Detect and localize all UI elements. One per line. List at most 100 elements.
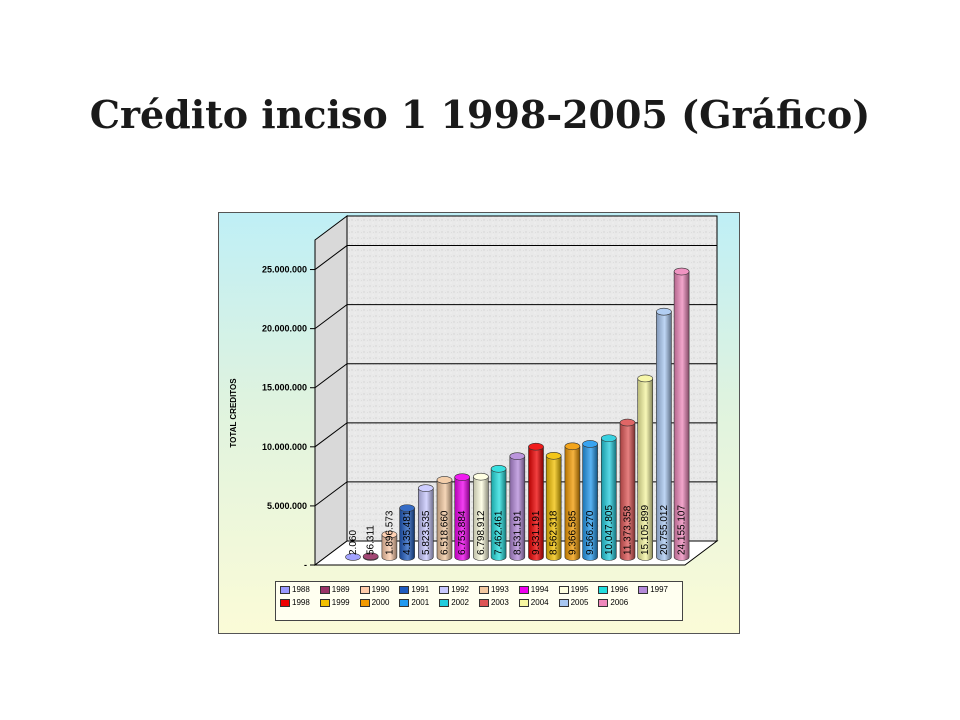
data-label-1991: 4.135.481 [402,510,413,555]
gridline [314,304,717,330]
legend-item-1995: 1995 [558,585,599,594]
legend-label: 1997 [650,585,668,594]
data-label-1994: 6.753.884 [457,510,468,555]
data-label-1999: 8.562.318 [549,510,560,555]
legend-label: 1994 [530,585,549,594]
bar-top [436,476,453,484]
bar-body [399,507,415,561]
legend-swatch [280,598,290,607]
bar-1996 [490,465,507,561]
legend-label: 2004 [530,598,549,607]
bar-top [619,418,636,427]
legend-item-1988: 1988 [280,585,320,594]
data-label-1997: 8.531.191 [512,510,523,555]
legend-swatch [359,585,370,594]
legend-swatch [439,598,450,607]
legend-label: 1988 [292,585,310,594]
legend-label: 1999 [331,598,350,607]
bar-body [619,422,636,561]
bar-body [545,455,562,561]
bar-2000 [564,442,581,561]
legend-label: 1998 [292,598,310,607]
bar-body [582,443,598,561]
legend-swatch [399,585,410,594]
legend-label: 1991 [411,585,430,594]
bar-2004 [637,374,654,561]
legend-item-2004: 2004 [518,598,559,607]
bar-body [564,446,581,561]
bar-1999 [545,452,562,561]
bar-top [582,440,598,448]
y-tick-label: 20.000.000 [262,324,307,334]
legend-item-1993: 1993 [478,585,519,594]
legend-swatch [518,585,529,594]
chart-svg: - 5.000.000 10.000.000 15.000.000 20.000.000… [229,215,719,570]
bar-body [656,311,672,561]
bar-2003 [619,418,636,561]
legend-label: 2006 [610,598,629,607]
bar-2006 [673,267,690,561]
bar-top [399,504,415,512]
bar-1990 [381,530,398,561]
y-axis-title: TOTAL CREDITOS [229,378,238,448]
data-label-2003: 11.373.358 [623,505,634,555]
legend-label: 2003 [490,598,509,607]
bar-2001 [582,440,598,561]
bar-body [528,446,544,561]
bar-top [528,442,544,451]
y-tick-label: 10.000.000 [262,442,307,452]
gridline [314,422,717,448]
legend-item-1989: 1989 [319,585,360,594]
bar-2005 [656,307,672,561]
bar-top [656,307,672,316]
slide-title: Crédito inciso 1 1998-2005 (Gráfico) [89,92,871,137]
data-label-1992: 5.823.535 [421,510,432,555]
bar-body [436,479,453,561]
legend-item-1999: 1999 [319,598,360,607]
legend-item-1990: 1990 [359,585,400,594]
gridline [314,363,717,389]
bar-top [637,374,654,383]
bar-body [673,271,690,561]
legend-label: 2005 [570,598,589,607]
y-tick-label: 25.000.000 [262,265,307,275]
bar-body [490,468,507,561]
legend-swatch [478,598,489,607]
legend-swatch [638,585,649,594]
data-label-2001: 9.566.270 [585,510,596,555]
y-tick-label: 5.000.000 [267,501,307,511]
legend-label: 1989 [331,585,350,594]
bar-1998 [528,442,544,561]
legend-item-1991: 1991 [399,585,439,594]
legend-item-1992: 1992 [439,585,479,594]
bar-body [637,378,653,561]
bar-body [381,534,398,561]
legend-swatch [518,598,529,607]
bar-1994 [454,473,470,561]
legend-item-1996: 1996 [598,585,638,594]
bar-body [418,487,434,561]
bar-top [454,473,470,481]
legend-label: 1990 [371,585,390,594]
legend-item-1998: 1998 [280,598,320,607]
bar-top [490,465,507,473]
bar-top [381,530,398,539]
legend-item-2003: 2003 [478,598,519,607]
legend-swatch [558,598,569,607]
bar-top [418,484,434,492]
legend-label: 2002 [451,598,469,607]
legend-swatch [280,585,290,594]
legend-item-2006: 2006 [598,598,638,607]
data-label-2005: 20.755.012 [659,505,670,555]
bar-body [454,476,470,561]
data-label-2002: 10.047.805 [604,505,615,555]
y-tick-label: 15.000.000 [262,383,307,393]
chart-bars [345,267,690,561]
chart-data-labels: 2.060 56.311 1.896.573 4.135.481 5.823.535 6.… [348,505,688,555]
legend-item-2001: 2001 [399,598,439,607]
bar-top [545,452,562,460]
data-label-1993: 6.518.660 [440,510,451,555]
bar-1995 [473,472,489,561]
legend-item-2000: 2000 [359,598,400,607]
data-label-1995: 6.798.912 [476,510,487,555]
